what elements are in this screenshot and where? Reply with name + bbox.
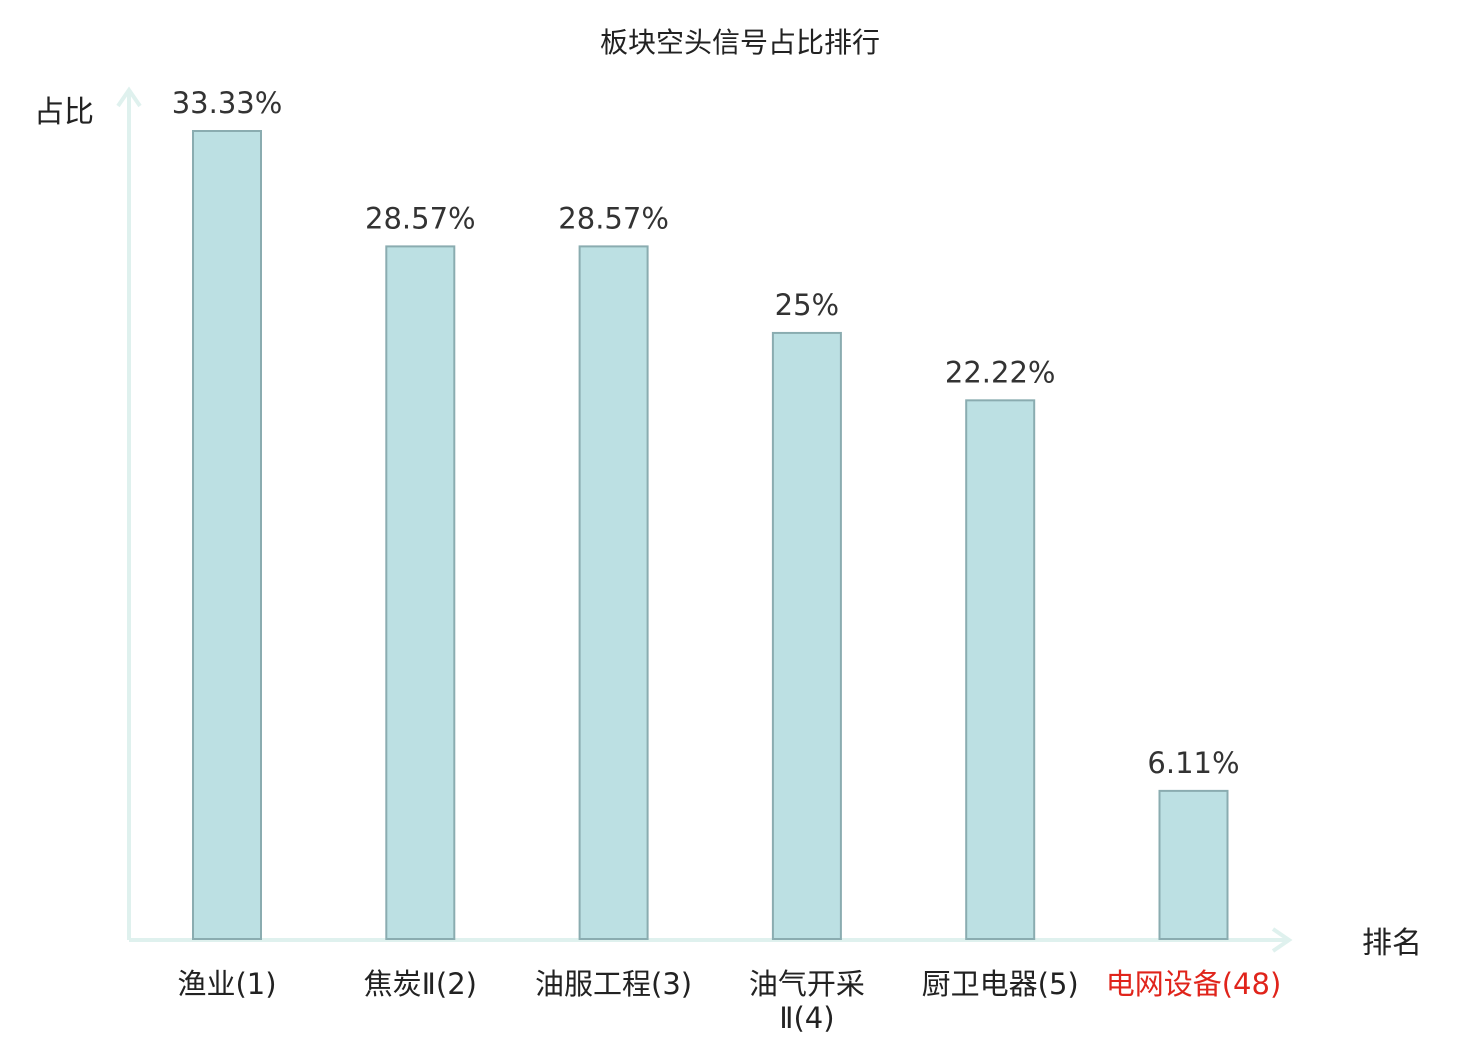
bar	[1158, 789, 1229, 940]
value-labels-group: 33.33% 28.57% 28.57% 25% 22.22% 6.11%	[172, 86, 1240, 780]
category-label: 渔业(1)	[177, 967, 276, 1001]
bars-group	[192, 130, 1229, 941]
chart-title: 板块空头信号占比排行	[600, 26, 880, 59]
bar	[771, 331, 842, 940]
bar-value-label: 28.57%	[365, 201, 476, 235]
category-label: 电网设备(48)	[1106, 967, 1282, 1001]
x-axis-label: 排名	[1362, 926, 1422, 961]
category-label: 油服工程(3)	[535, 967, 692, 1001]
y-axis-label: 占比	[34, 95, 94, 130]
category-label: 油气开采	[749, 967, 865, 1001]
bar-value-label: 25%	[775, 288, 839, 322]
bar-value-label: 28.57%	[558, 201, 669, 235]
bar	[578, 245, 649, 941]
bar-value-label: 6.11%	[1147, 746, 1239, 780]
bar-value-label: 22.22%	[945, 355, 1056, 389]
category-label: Ⅱ(4)	[779, 1001, 834, 1035]
bar	[965, 399, 1036, 941]
x-axis	[129, 927, 1293, 953]
bar	[192, 130, 262, 940]
bar	[385, 245, 456, 941]
bar-value-label: 33.33%	[172, 86, 283, 120]
category-label: 焦炭Ⅱ(2)	[364, 967, 477, 1001]
category-label: 厨卫电器(5)	[922, 967, 1079, 1001]
y-axis	[116, 86, 142, 940]
